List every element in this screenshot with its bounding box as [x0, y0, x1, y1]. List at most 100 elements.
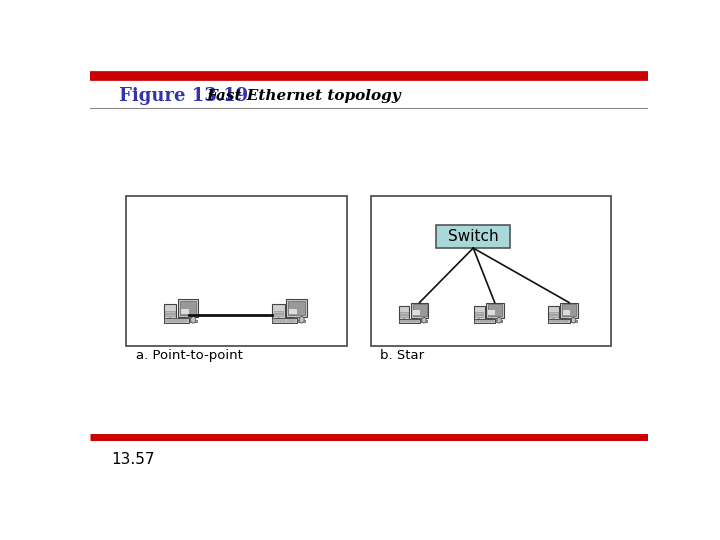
Bar [474, 320, 477, 321]
Bar [399, 306, 410, 320]
Bar [165, 314, 175, 316]
Bar [474, 306, 485, 320]
Bar [293, 321, 295, 322]
Bar [163, 319, 189, 323]
Bar [567, 318, 571, 320]
Bar [548, 306, 559, 320]
Ellipse shape [277, 318, 279, 319]
Bar [408, 320, 410, 321]
Bar [280, 320, 282, 321]
Bar [492, 320, 494, 321]
Bar [272, 303, 284, 320]
Bar [287, 299, 307, 317]
Bar [179, 320, 197, 322]
Bar [410, 302, 428, 318]
Bar [185, 320, 187, 321]
Bar [487, 320, 503, 322]
Bar [555, 320, 557, 321]
Bar [549, 321, 551, 322]
Bar [171, 321, 174, 322]
Ellipse shape [478, 319, 480, 320]
Bar [181, 308, 189, 314]
Bar [413, 304, 426, 316]
Bar [400, 321, 402, 322]
Bar [274, 310, 283, 313]
Bar [283, 320, 286, 321]
Text: Fast Ethernet topology: Fast Ethernet topology [206, 89, 401, 103]
Bar [562, 320, 577, 322]
Bar [165, 320, 167, 321]
Bar [549, 320, 551, 321]
Bar [168, 321, 171, 322]
Bar [400, 315, 408, 317]
Bar [477, 321, 480, 322]
Bar [165, 310, 175, 313]
Bar [287, 320, 289, 321]
Bar [274, 320, 276, 321]
Bar [563, 310, 570, 315]
Bar [480, 320, 482, 321]
Bar [293, 320, 295, 321]
Bar [489, 321, 491, 322]
Bar [165, 321, 167, 322]
Bar [562, 304, 576, 316]
Bar [289, 301, 305, 315]
Bar [414, 321, 415, 322]
Bar [489, 320, 491, 321]
Bar [480, 321, 482, 322]
Bar [477, 320, 480, 321]
Bar [185, 321, 187, 322]
Bar [492, 321, 494, 322]
Bar [560, 302, 578, 318]
Bar [561, 320, 562, 321]
Bar [127, 195, 347, 346]
Bar [180, 301, 196, 315]
Bar [549, 315, 558, 317]
Bar [294, 317, 299, 320]
Bar [181, 321, 184, 322]
Bar [417, 321, 418, 322]
Bar [492, 318, 497, 320]
Bar [488, 310, 495, 315]
Text: 13.57: 13.57 [112, 451, 156, 467]
Bar [276, 321, 279, 322]
Bar [288, 320, 305, 322]
Bar [186, 317, 190, 320]
Bar [417, 320, 418, 321]
Ellipse shape [422, 318, 426, 323]
Ellipse shape [191, 316, 196, 323]
Bar [558, 320, 559, 321]
Bar [474, 321, 477, 322]
Bar [548, 319, 570, 323]
Bar [436, 225, 510, 248]
Bar [549, 312, 558, 314]
Bar [411, 320, 413, 321]
Bar [413, 310, 420, 315]
Bar [178, 320, 180, 321]
Bar [486, 320, 488, 321]
Text: Figure 13.19: Figure 13.19 [120, 86, 248, 105]
Bar [483, 320, 485, 321]
Text: b. Star: b. Star [380, 349, 424, 362]
Bar [400, 312, 408, 314]
Bar [280, 321, 282, 322]
Bar [168, 320, 171, 321]
Bar [561, 321, 562, 322]
Bar [414, 320, 415, 321]
Bar [371, 195, 611, 346]
Ellipse shape [169, 318, 171, 319]
Bar [555, 321, 557, 322]
Bar [486, 321, 488, 322]
Bar [475, 312, 483, 314]
Bar [475, 315, 483, 317]
Bar [283, 321, 286, 322]
Ellipse shape [552, 319, 554, 320]
Bar [486, 302, 503, 318]
Text: Switch: Switch [448, 229, 498, 244]
Bar [399, 319, 420, 323]
Bar [400, 320, 402, 321]
Bar [178, 299, 198, 317]
Text: a. Point-to-point: a. Point-to-point [137, 349, 243, 362]
Bar [175, 320, 177, 321]
Bar [272, 319, 297, 323]
